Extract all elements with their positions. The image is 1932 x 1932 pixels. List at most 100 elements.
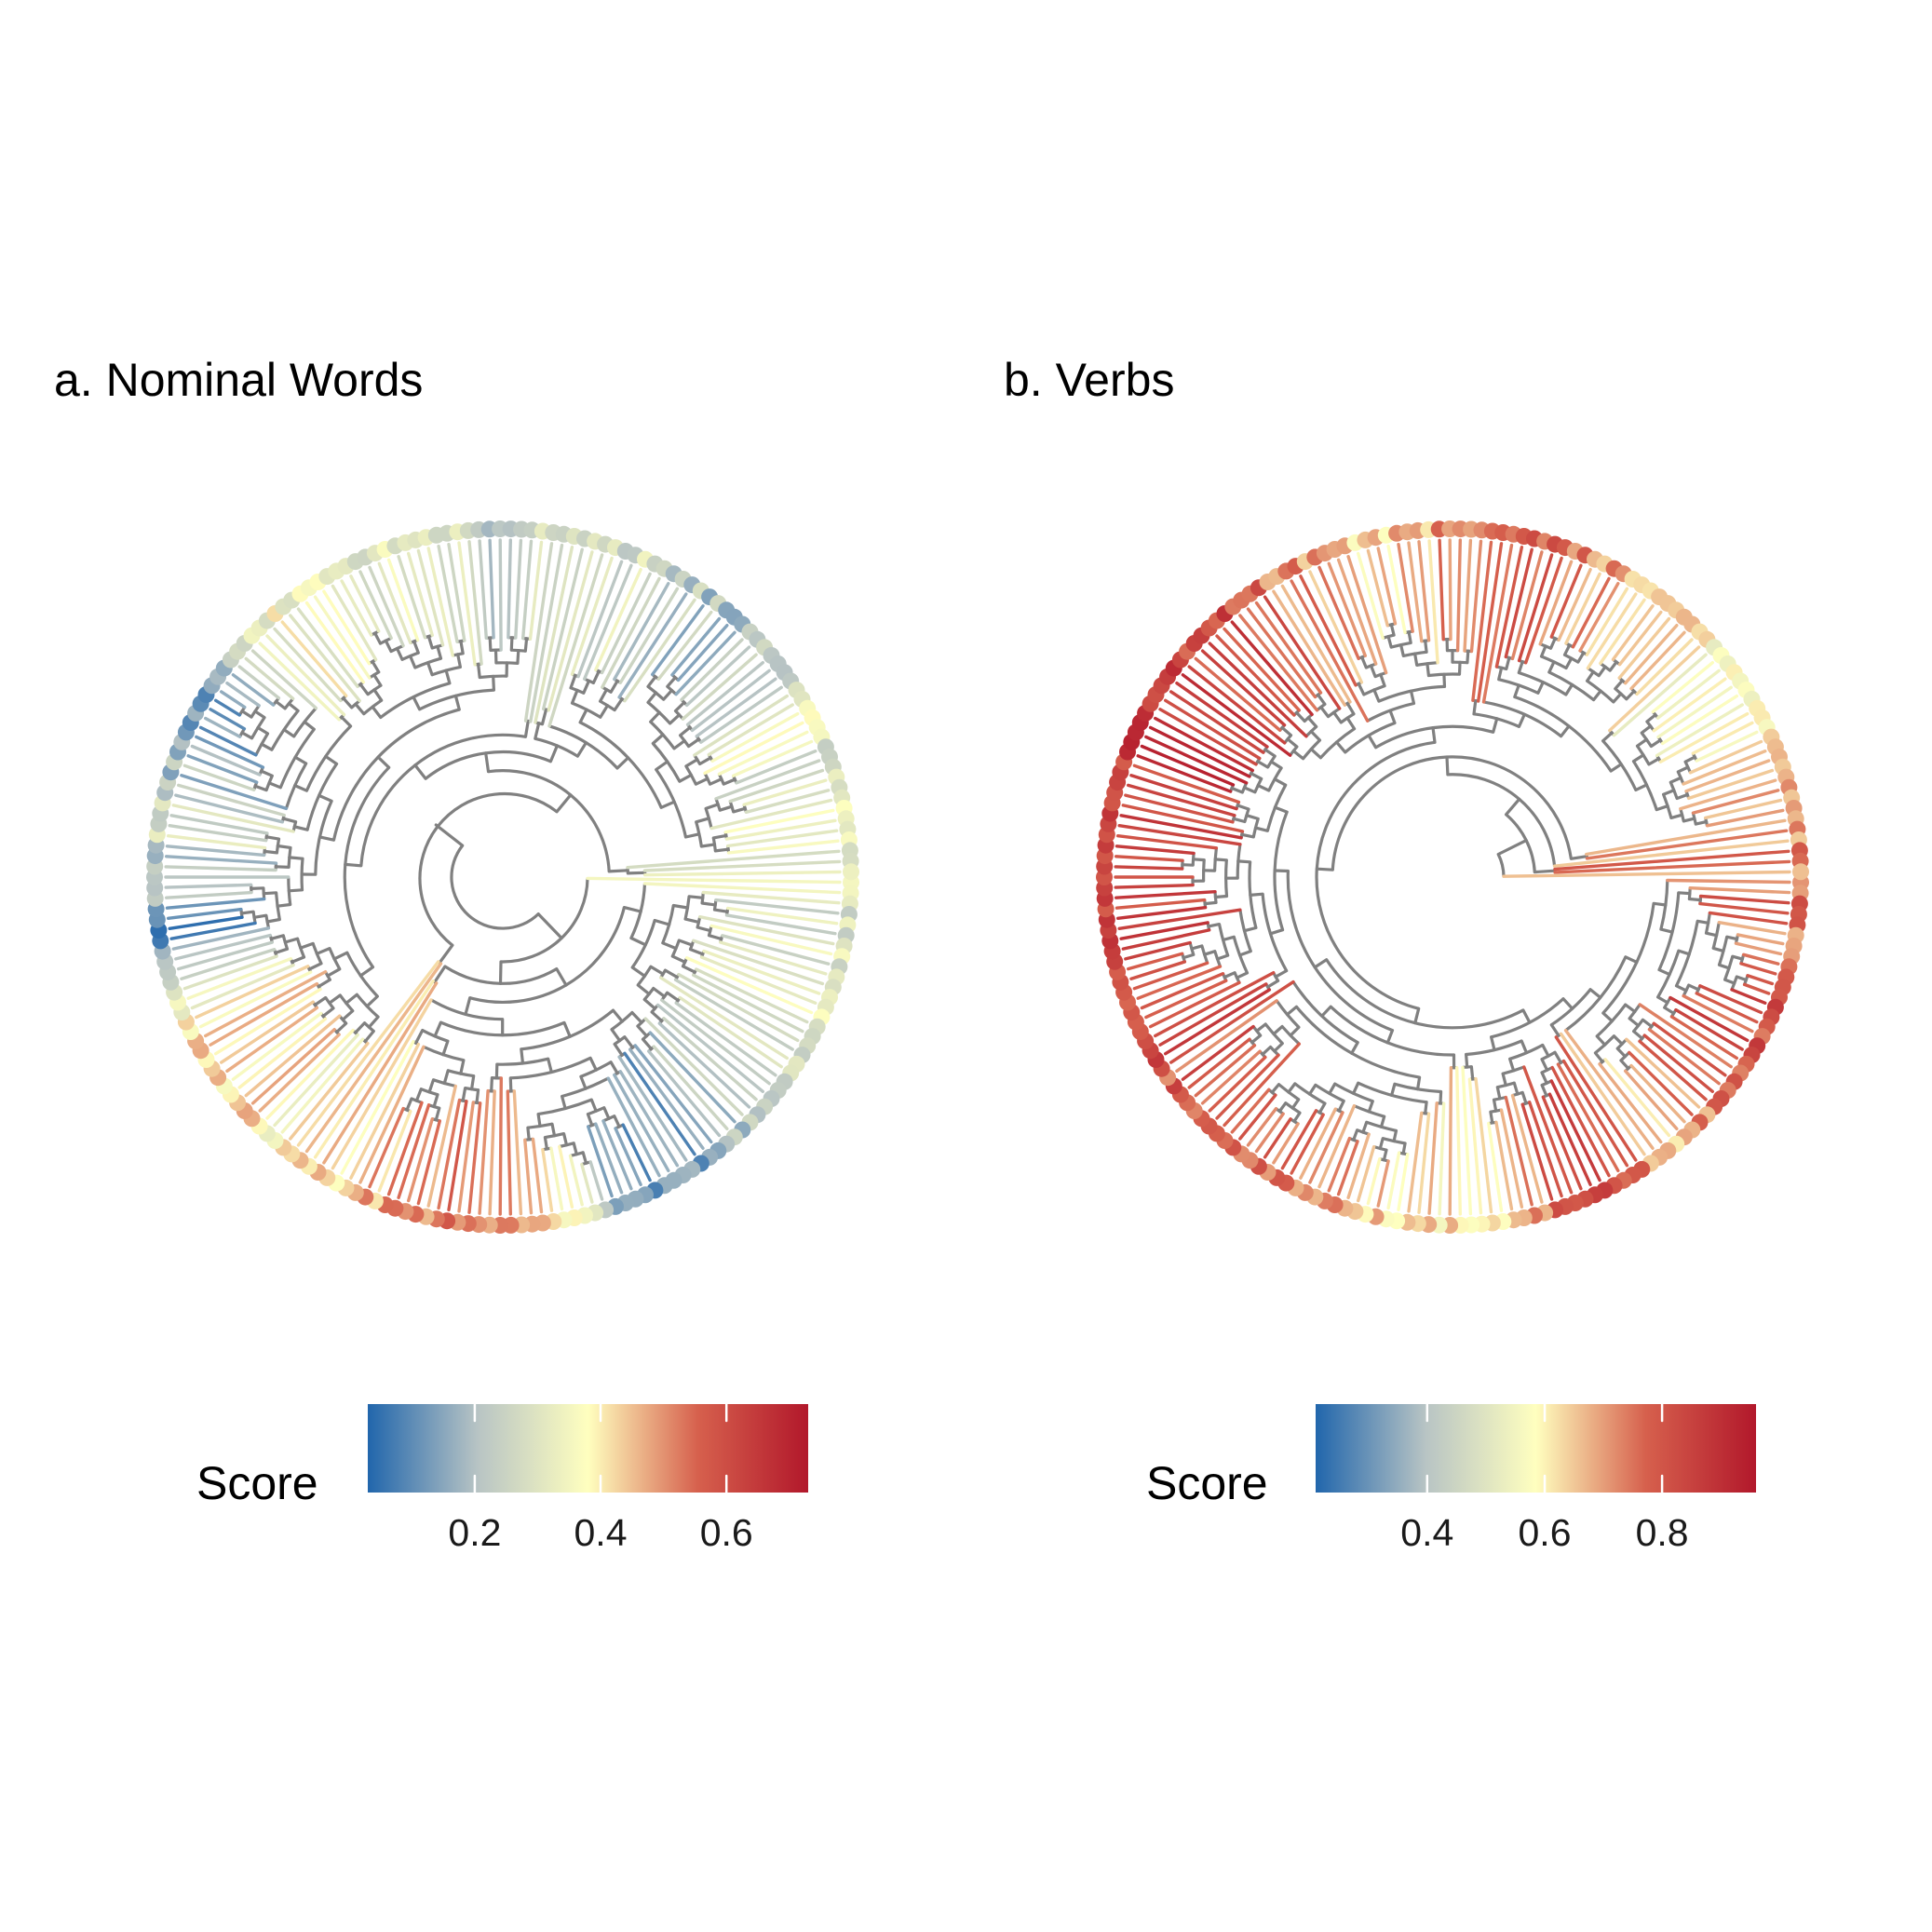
tree-branch <box>1660 694 1739 746</box>
tree-branch-arc <box>1601 739 1638 791</box>
tree-branch <box>722 777 736 786</box>
tree-branch <box>516 648 520 666</box>
tree-branch <box>665 991 680 1003</box>
tree-branch <box>1268 928 1285 936</box>
tree-branch <box>1200 649 1287 727</box>
tree-branch <box>1642 1034 1715 1094</box>
tree-branch-arc <box>655 768 688 838</box>
tree-branch <box>629 936 647 947</box>
tree-branch <box>1413 1007 1421 1025</box>
tree-branch-arc <box>251 911 257 924</box>
tree-branch <box>666 676 677 688</box>
tree-branch <box>1250 1034 1263 1045</box>
tree-branch <box>673 978 794 1051</box>
tree-branch <box>558 1144 574 1209</box>
tree-branch <box>1203 900 1218 906</box>
tree-branch-arc <box>561 1076 610 1099</box>
tree-branch <box>1291 749 1305 761</box>
tree-branch <box>1553 849 1790 871</box>
tree-branch <box>1601 731 1614 743</box>
tree-branch-arc <box>264 914 271 929</box>
tree-branch <box>1169 980 1295 1064</box>
tree-branch-arc <box>431 643 443 650</box>
tree-branch-arc <box>421 1029 449 1043</box>
tree-branch <box>164 883 253 889</box>
tree-branch <box>377 561 412 645</box>
tree-branch <box>1679 778 1777 811</box>
tree-branch-arc <box>1483 700 1562 737</box>
tree-branch <box>1445 755 1450 777</box>
tree-branch <box>186 956 292 1000</box>
tree-branch-arc <box>1587 667 1601 677</box>
tree-branch <box>376 755 391 769</box>
tree-branch <box>1634 783 1649 792</box>
tree-branch <box>296 960 440 1147</box>
tree-branch <box>550 1122 557 1138</box>
tree-branch <box>405 1097 413 1112</box>
tree-branch <box>322 589 372 666</box>
tree-branch-arc <box>450 844 540 930</box>
tree-branch <box>1442 672 1447 689</box>
colorbar-tick-label: 0.6 <box>1519 1511 1572 1554</box>
tree-branch <box>714 759 821 801</box>
tree-branch <box>371 705 383 720</box>
tree-branch <box>317 835 336 842</box>
tree-branch <box>1677 949 1691 956</box>
tree-branch <box>1489 1110 1494 1125</box>
tree-branch-arc <box>1601 903 1655 1015</box>
tree-branch <box>1144 735 1249 785</box>
tree-branch <box>1647 1027 1721 1086</box>
tree-branch <box>699 843 717 848</box>
tree-branch-arc <box>636 966 653 986</box>
tree-branch <box>1115 898 1207 910</box>
tree-branch-arc <box>1473 712 1520 728</box>
tree-branch <box>1378 1137 1385 1151</box>
tree-branch <box>1585 818 1787 857</box>
tree-branch <box>326 967 342 978</box>
tree-branch-arc <box>611 1011 634 1031</box>
tree-branch <box>1559 1032 1646 1156</box>
tree-branch <box>712 908 729 913</box>
tree-branch <box>683 832 701 839</box>
tree-branch <box>1553 1050 1563 1064</box>
tree-branch <box>1549 1023 1560 1037</box>
tree-branch <box>313 979 435 1159</box>
tree-branch-arc <box>1540 655 1567 669</box>
tree-branch-arc <box>570 1151 584 1157</box>
panel-title-verbs: b. Verbs <box>1004 354 1174 406</box>
tree-branch <box>1351 1081 1360 1095</box>
tree-branch <box>713 847 730 853</box>
tree-branch <box>274 947 290 955</box>
tree-branch <box>416 548 445 647</box>
tree-branch <box>601 1119 633 1191</box>
tree-branch-arc <box>305 763 338 831</box>
tree-branch <box>1294 710 1306 723</box>
tree-branch <box>373 631 383 645</box>
tree-branch-arc <box>1564 956 1628 1032</box>
tree-branch <box>293 783 308 792</box>
tree-branch <box>626 849 841 870</box>
tree-branch <box>273 1033 359 1128</box>
tree-branch-arc <box>287 847 292 868</box>
tree-branch-arc <box>254 733 269 756</box>
tree-branch <box>692 973 804 1034</box>
tree-branch-arc <box>1539 642 1552 650</box>
tree-branch <box>547 553 604 728</box>
tree-branch <box>719 940 828 976</box>
tree-branch <box>1230 786 1244 794</box>
tree-branch <box>674 1001 777 1077</box>
tree-branch <box>1467 1077 1483 1215</box>
tree-branch <box>1215 953 1230 961</box>
tree-branch-arc <box>278 728 316 789</box>
tree-branch <box>1623 1069 1679 1131</box>
tree-branch <box>250 649 318 710</box>
tree-branch <box>488 538 495 640</box>
tree-branch <box>1538 560 1574 646</box>
tree-branch <box>606 1076 661 1178</box>
tree-branch-arc <box>250 704 261 718</box>
tree-branch-arc <box>488 769 611 871</box>
tree-branch <box>1696 919 1710 925</box>
tree-branch <box>534 722 541 740</box>
tree-branch <box>1273 1041 1284 1053</box>
tree-branch <box>1352 1128 1359 1142</box>
